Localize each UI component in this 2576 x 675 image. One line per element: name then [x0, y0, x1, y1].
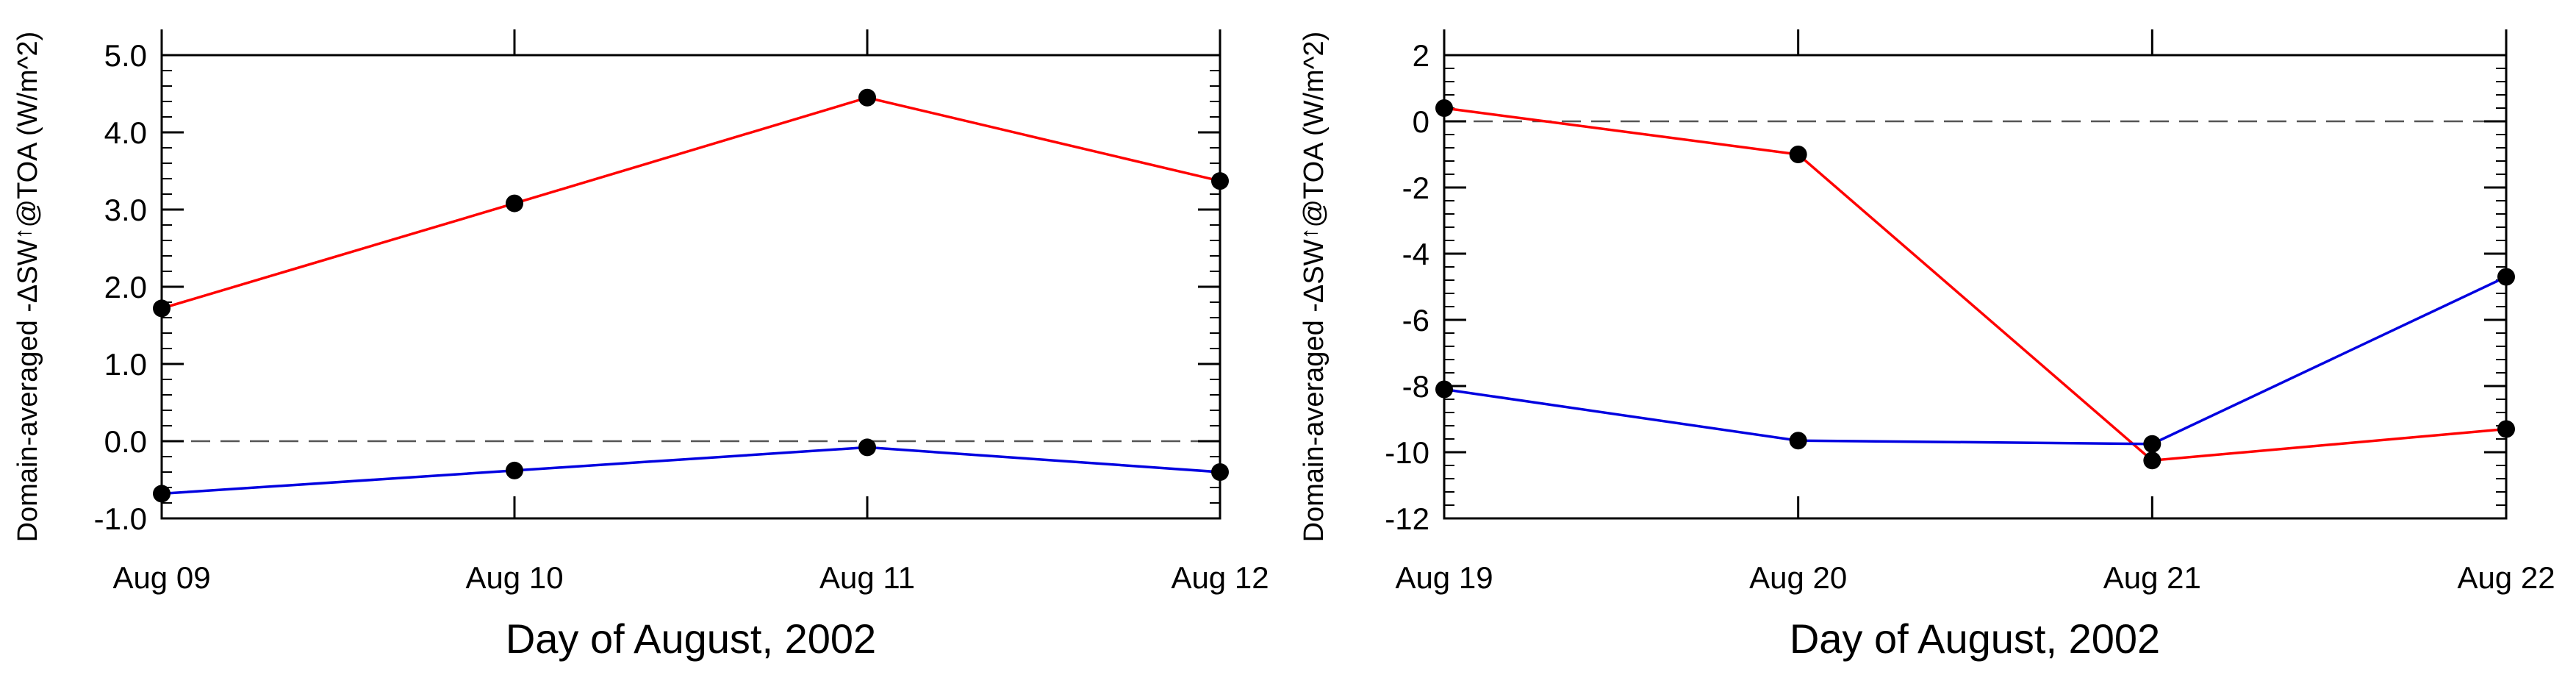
y-axis-title-suffix: @TOA (W/m^2) [12, 32, 43, 228]
data-point-blue [2143, 435, 2161, 453]
data-point-red [858, 88, 876, 107]
y-axis-title-prefix: Domain-averaged -ΔSW [1299, 239, 1330, 542]
chart-panel-left: -1.0 0.0 1.0 2.0 3.0 4.0 5.0 Aug 09 Aug 10 Aug 11… [10, 29, 1269, 662]
y-tick-label: 3.0 [104, 193, 147, 227]
data-point-blue [1789, 432, 1807, 450]
y-tick-label: -2 [1402, 171, 1429, 205]
x-axis-title: Day of August, 2002 [1790, 615, 2160, 662]
data-point-blue [506, 461, 523, 479]
y-tick-label: 0 [1413, 104, 1429, 139]
x-tick-label: Aug 11 [819, 560, 915, 595]
x-tick-label: Aug 12 [1171, 560, 1269, 595]
data-point-blue [153, 485, 171, 503]
y-tick-label: 2.0 [104, 270, 147, 304]
y-axis-title-suffix: @TOA (W/m^2) [1299, 32, 1330, 228]
x-tick-label: Aug 20 [1749, 560, 1847, 595]
data-point-red [1211, 172, 1229, 190]
data-point-red [2143, 451, 2161, 470]
y-tick-label: 2 [1413, 38, 1429, 73]
data-point-red [153, 299, 171, 318]
series-line-red [161, 96, 1221, 310]
x-tick-label: Aug 09 [112, 560, 210, 595]
x-tick-label: Aug 21 [2103, 560, 2201, 595]
data-point-red [2497, 420, 2515, 438]
data-point-blue [2497, 268, 2515, 286]
y-axis-title-prefix: Domain-averaged -ΔSW [12, 239, 43, 542]
y-tick-label: 4.0 [104, 115, 147, 150]
data-point-red [1435, 99, 1453, 117]
y-tick-label: -6 [1402, 303, 1429, 338]
data-point-blue [1435, 380, 1453, 399]
y-tick-label: -10 [1385, 435, 1429, 470]
series-line-blue [1443, 275, 2507, 446]
x-tick-label: Aug 10 [465, 560, 563, 595]
data-point-blue [858, 438, 876, 457]
data-point-blue [1211, 463, 1229, 481]
y-axis-title: Domain-averaged -ΔSW↑@TOA (W/m^2) [10, 32, 43, 543]
y-axis-title-arrow: ↑ [10, 227, 36, 239]
y-tick-label: -12 [1385, 501, 1429, 536]
y-tick-label: -1.0 [94, 501, 147, 536]
y-tick-label: -4 [1402, 237, 1429, 271]
plot-frame [1443, 54, 2508, 520]
plot-frame [160, 54, 1221, 520]
chart-panel-right: -12 -10 -8 -6 -4 -2 0 2 Aug 19 Aug 20 Aug 21 Aug 22… [1296, 29, 2555, 662]
y-axis-title-arrow: ↑ [1296, 227, 1322, 239]
x-tick-label: Aug 19 [1395, 560, 1493, 595]
data-point-red [506, 194, 523, 213]
series-line-red [1443, 107, 2507, 463]
y-tick-label: -8 [1402, 369, 1429, 404]
y-axis-title: Domain-averaged -ΔSW↑@TOA (W/m^2) [1296, 32, 1330, 543]
x-tick-label: Aug 22 [2457, 560, 2555, 595]
x-axis-title: Day of August, 2002 [506, 615, 876, 662]
y-tick-label: 5.0 [104, 38, 147, 73]
y-tick-label: 0.0 [104, 424, 147, 459]
data-point-red [1789, 146, 1807, 163]
series-line-blue [161, 446, 1221, 496]
y-tick-label: 1.0 [104, 347, 147, 382]
